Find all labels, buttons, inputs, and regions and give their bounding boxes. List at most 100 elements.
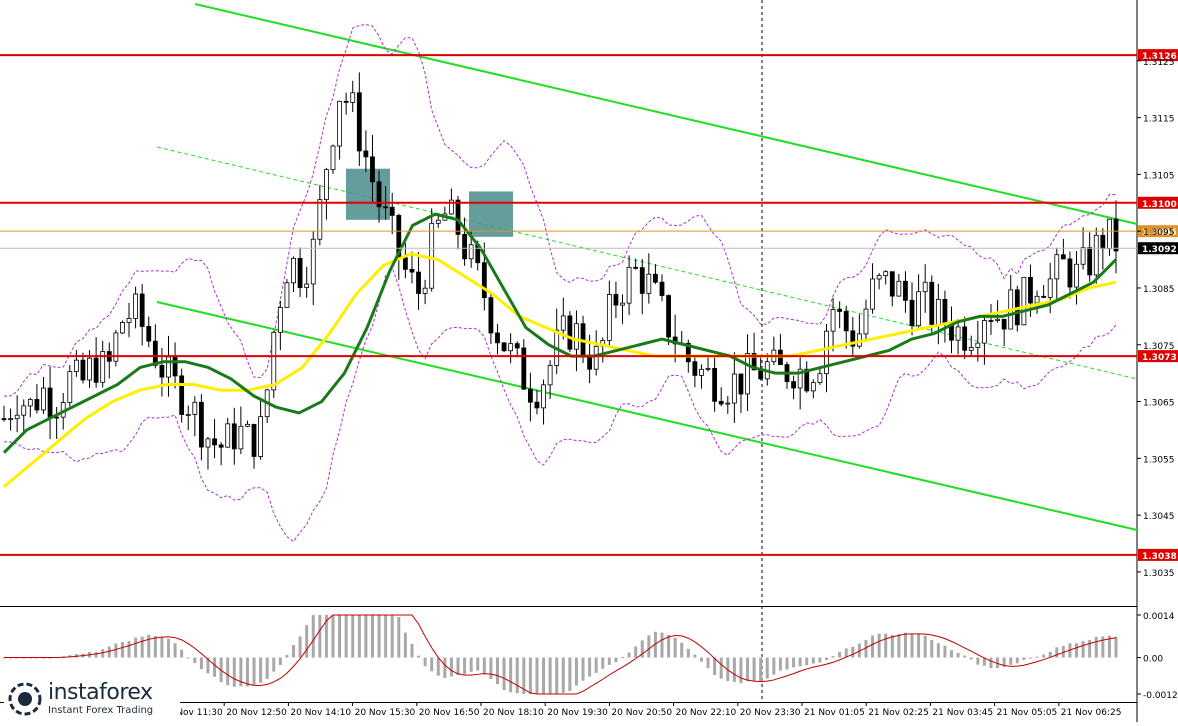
osc-bar — [699, 657, 703, 662]
ma-yellow-line — [3, 252, 1117, 488]
price-tick-label: 1.3035 — [1143, 569, 1175, 579]
candle-body — [659, 281, 665, 296]
osc-bar — [1035, 656, 1039, 658]
osc-bar — [950, 650, 954, 658]
candle-body — [712, 367, 718, 402]
osc-bar — [890, 635, 894, 658]
candle-body — [41, 387, 46, 411]
osc-bar — [917, 633, 921, 658]
osc-bar — [318, 615, 322, 658]
candle-body — [824, 330, 829, 375]
osc-bar — [101, 649, 105, 658]
osc-bar — [522, 657, 526, 694]
candle-body — [21, 405, 27, 416]
logo-icon — [8, 682, 42, 716]
candle-body — [1041, 295, 1047, 298]
osc-bar — [713, 657, 717, 675]
moving-averages — [2, 212, 1118, 488]
osc-bar — [778, 657, 782, 671]
osc-bar — [680, 642, 684, 658]
osc-bar — [752, 657, 756, 681]
osc-bar — [798, 657, 802, 667]
bollinger-bands — [3, 24, 1117, 543]
price-tick-label: 1.3095 — [1143, 228, 1175, 238]
osc-bar — [278, 657, 282, 665]
time-tick-label: 21 Nov 02:25 — [868, 708, 929, 718]
candle-body — [449, 199, 454, 215]
candle-body — [837, 309, 843, 312]
candle-body — [409, 268, 415, 273]
osc-bar — [1088, 640, 1092, 658]
candle-body — [903, 280, 908, 301]
candle-body — [593, 345, 599, 370]
candle-body — [159, 364, 165, 378]
osc-bar — [502, 657, 506, 690]
osc-bar — [331, 615, 335, 658]
price-tick-label: 1.3055 — [1143, 455, 1175, 465]
osc-bar — [1114, 636, 1118, 658]
candle-body — [126, 318, 132, 323]
candle-body — [245, 423, 250, 427]
candle-body — [916, 291, 922, 327]
candle-body — [291, 257, 296, 284]
candle-body — [93, 357, 99, 383]
osc-bar — [831, 656, 835, 658]
price-levels: 1.3126 1.3100 1.3095 1.3092 1.3073 1.3038 — [0, 49, 1178, 562]
candle-body — [192, 401, 198, 415]
candle-body — [508, 343, 514, 352]
osc-bar — [515, 657, 519, 694]
candle-body — [751, 353, 757, 371]
candle-body — [501, 342, 507, 352]
osc-bar — [897, 634, 901, 658]
candle-body — [870, 278, 875, 310]
candle-body — [843, 311, 849, 332]
candle-body — [692, 361, 698, 376]
candle-body — [356, 92, 362, 152]
osc-bar — [805, 657, 809, 666]
osc-bar — [739, 657, 743, 684]
osc-bar — [292, 644, 296, 658]
time-tick-label: 20 Nov 15:30 — [355, 708, 416, 718]
candle-body — [567, 315, 573, 350]
osc-bar — [1009, 657, 1013, 665]
candle-body — [587, 355, 593, 370]
osc-bar — [114, 643, 118, 658]
osc-bar — [864, 640, 868, 658]
level-label-box — [1138, 196, 1178, 209]
osc-bar — [384, 615, 388, 658]
osc-bar — [1075, 643, 1079, 658]
candle-body — [666, 295, 671, 338]
candle-body — [699, 368, 704, 376]
level-label-box — [1138, 242, 1178, 255]
osc-bar — [555, 657, 559, 694]
level-label: 1.3095 — [1142, 228, 1177, 238]
candle-body — [27, 399, 33, 407]
candle-body — [271, 331, 277, 391]
osc-bar — [232, 657, 236, 687]
osc-bar — [436, 657, 440, 676]
osc-bar — [765, 657, 769, 679]
time-tick-label: 21 Nov 05:05 — [997, 708, 1058, 718]
level-label: 1.3100 — [1142, 200, 1177, 210]
candle-body — [1034, 295, 1040, 304]
level-label-box — [1138, 225, 1178, 238]
candle-body — [402, 257, 408, 270]
osc-tick-label: 0.0014 — [1143, 612, 1175, 622]
candle-body — [468, 244, 474, 260]
osc-bar — [936, 643, 940, 658]
osc-bar — [561, 657, 565, 693]
candle-body — [830, 309, 836, 332]
osc-bar — [548, 657, 552, 694]
candle-body — [705, 367, 711, 370]
time-tick-label: 21 Nov 03:45 — [932, 708, 993, 718]
candle-body — [324, 169, 329, 201]
candle-body — [1067, 258, 1073, 288]
osc-bar — [1028, 657, 1032, 659]
osc-bar — [673, 637, 677, 658]
candle-body — [198, 401, 204, 448]
osc-bar — [923, 635, 927, 658]
osc-bar — [877, 633, 881, 658]
osc-bar — [285, 654, 289, 658]
candle-body — [1, 418, 7, 420]
